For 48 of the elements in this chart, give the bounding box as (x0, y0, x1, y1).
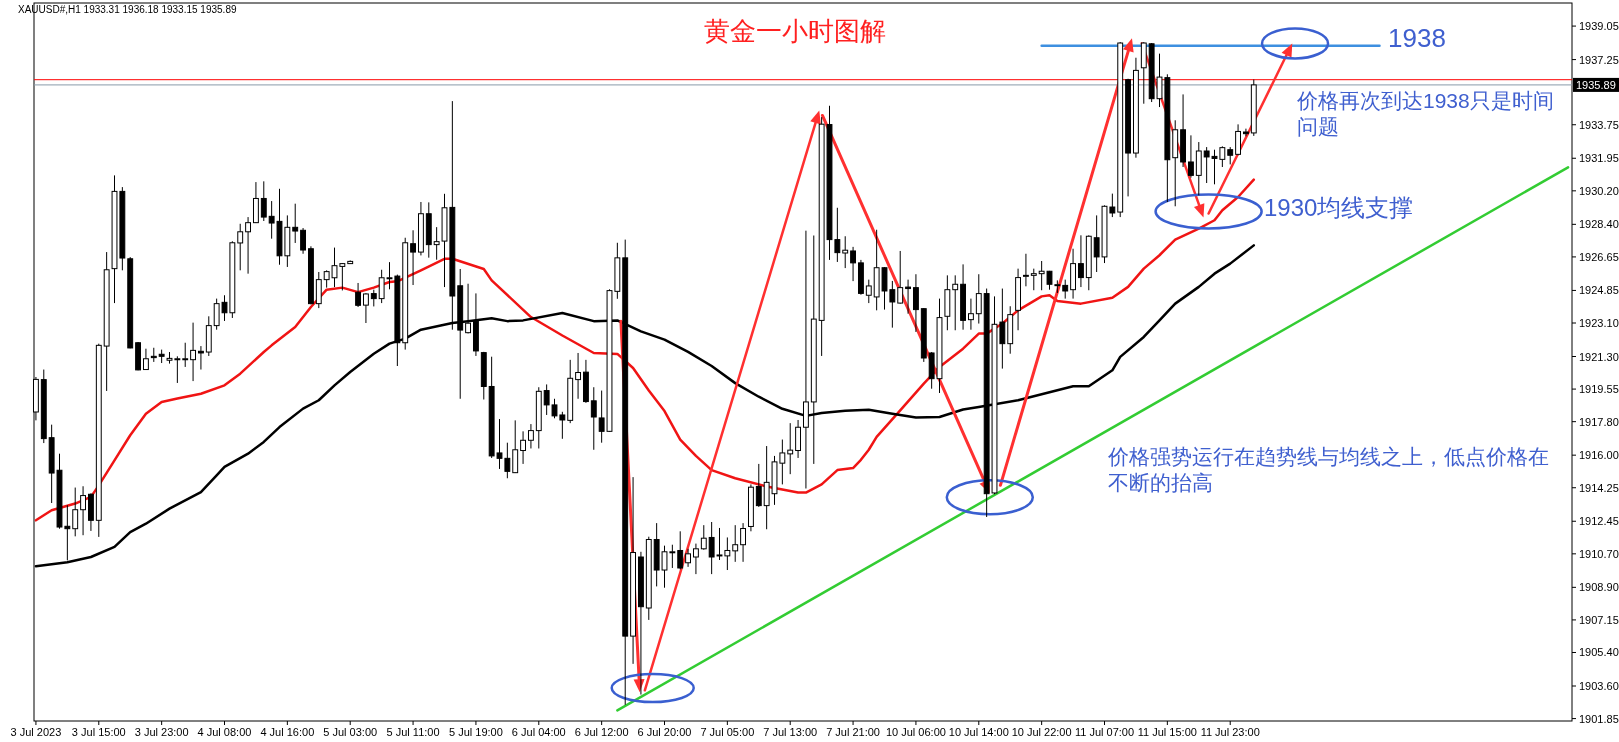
x-tick-label: 3 Jul 23:00 (134, 726, 189, 738)
y-tick-label: 1916.00 (1579, 449, 1619, 462)
x-tick-label: 6 Jul 12:00 (574, 726, 629, 738)
x-tick-label: 10 Jul 22:00 (1011, 726, 1072, 738)
x-tick-label: 3 Jul 15:00 (71, 726, 126, 738)
x-tick-label: 6 Jul 20:00 (637, 726, 692, 738)
y-tick-label: 1939.05 (1579, 20, 1619, 33)
x-tick-label: 10 Jul 06:00 (885, 726, 946, 738)
x-tick-label: 7 Jul 05:00 (700, 726, 755, 738)
ref-label: 1935.89 (1573, 77, 1619, 92)
y-tick-label: 1903.60 (1579, 680, 1619, 692)
y-tick-label: 1937.25 (1579, 53, 1619, 66)
annotation: 价格再次到达1938只是时间问题 (1297, 88, 1555, 141)
y-tick-label: 1931.95 (1579, 152, 1619, 165)
y-tick-label: 1930.20 (1579, 184, 1619, 197)
x-tick-label: 10 Jul 14:00 (948, 726, 1009, 738)
x-tick-label: 11 Jul 07:00 (1074, 726, 1135, 738)
x-tick-label: 4 Jul 16:00 (260, 726, 315, 738)
x-tick-label: 4 Jul 08:00 (197, 726, 252, 738)
x-tick-label: 11 Jul 15:00 (1137, 726, 1197, 738)
x-tick-label: 5 Jul 19:00 (449, 726, 503, 738)
y-tick-label: 1910.70 (1579, 547, 1619, 560)
y-tick-label: 1917.80 (1579, 415, 1619, 428)
y-tick-label: 1905.40 (1579, 646, 1619, 659)
annotation: 价格强势运行在趋势线与均线之上，低点价格在不断的抬高 (1108, 444, 1550, 497)
y-tick-label: 1912.45 (1579, 515, 1619, 528)
y-tick-label: 1926.65 (1579, 250, 1619, 263)
x-tick-label: 5 Jul 03:00 (323, 726, 378, 738)
x-tick-label: 5 Jul 11:00 (386, 726, 440, 738)
y-tick-label: 1928.40 (1579, 218, 1619, 231)
y-tick-label: 1914.25 (1579, 481, 1619, 494)
x-tick-label: 11 Jul 23:00 (1200, 726, 1260, 738)
y-tick-label: 1901.85 (1579, 712, 1619, 725)
y-tick-label: 1908.90 (1579, 581, 1619, 594)
y-tick-label: 1919.55 (1579, 383, 1619, 396)
y-tick-label: 1921.30 (1579, 350, 1619, 363)
x-tick-label: 3 Jul 2023 (10, 726, 62, 738)
y-tick-label: 1907.15 (1579, 613, 1619, 626)
annotation: 1938 (1388, 22, 1447, 55)
y-tick-label: 1924.85 (1579, 284, 1619, 297)
y-tick-label: 1933.75 (1579, 118, 1619, 131)
y-tick-label: 1923.10 (1579, 317, 1619, 329)
text: 黄金一小时图解 (704, 16, 886, 46)
x-tick-label: 6 Jul 04:00 (511, 726, 566, 738)
annotation: 1930均线支撑 (1264, 193, 1415, 223)
x-tick-label: 7 Jul 21:00 (826, 726, 880, 738)
x-tick-label: 7 Jul 13:00 (763, 726, 818, 738)
chart-subtitle: XAUUSD#,H1 1933.31 1936.18 1933.15 1935.89 (18, 4, 237, 15)
